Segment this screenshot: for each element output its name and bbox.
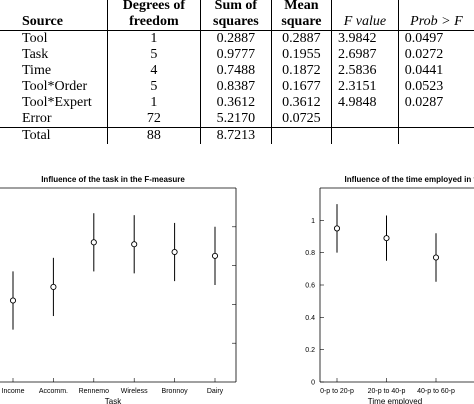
table-cell: 0.8387 bbox=[199, 79, 272, 95]
table-cell: 1 bbox=[106, 30, 201, 47]
chart-title: Influence of the time employed in the bbox=[345, 175, 474, 184]
header-degrees-of-freedom: Degrees of freedom bbox=[106, 0, 201, 31]
data-point bbox=[211, 252, 219, 259]
data-point bbox=[171, 248, 178, 256]
table-cell: Task bbox=[22, 47, 49, 62]
data-point bbox=[333, 225, 341, 232]
table-cell: 4 bbox=[106, 63, 201, 79]
header-f-value: F value bbox=[331, 0, 399, 31]
y-tick-label: 0.4 bbox=[305, 315, 315, 322]
table-cell: 0.0441 bbox=[397, 63, 474, 79]
x-tick-label: Rennemo bbox=[79, 388, 109, 395]
table-row-tool-expert: Tool*Expert 1 0.3612 0.3612 4.9848 0.0287 bbox=[0, 95, 474, 111]
table-row-error: Error 72 5.2170 0.0725 bbox=[0, 111, 474, 128]
table-cell: 2.5836 bbox=[331, 63, 399, 79]
table-cell bbox=[270, 127, 332, 144]
x-tick-label: 20-p to 40-p bbox=[368, 388, 406, 395]
x-axis-label: Task bbox=[105, 397, 122, 404]
table-row-time: Time 4 0.7488 0.1872 2.5836 0.0441 bbox=[0, 63, 474, 79]
table-cell: 5 bbox=[106, 79, 201, 95]
table-cell: 1 bbox=[106, 95, 201, 111]
table-cell: 0.0725 bbox=[270, 111, 332, 128]
table-cell: Error bbox=[22, 111, 52, 126]
y-tick-label: 0.6 bbox=[305, 283, 315, 290]
x-tick-label: Dairy bbox=[207, 388, 224, 395]
anova-table: Source Degrees of freedom Sum of squares M… bbox=[0, 0, 474, 144]
data-point bbox=[383, 235, 390, 242]
table-cell: 3.9842 bbox=[331, 30, 399, 47]
table-row-tool: Tool 1 0.2887 0.2887 3.9842 0.0497 bbox=[0, 30, 474, 47]
table-cell: 0.7488 bbox=[199, 63, 272, 79]
table-row-tool-order: Tool*Order 5 0.8387 0.1677 2.3151 0.0523 bbox=[0, 79, 474, 95]
data-point bbox=[432, 254, 440, 261]
data-point bbox=[9, 297, 17, 304]
header-prob-f: Prob > F bbox=[397, 0, 474, 31]
header-mean-square: Mean square bbox=[270, 0, 332, 31]
table-cell: Tool*Order bbox=[22, 79, 88, 94]
table-cell: 0.0523 bbox=[397, 79, 474, 95]
y-tick-label: 0 bbox=[311, 380, 315, 387]
x-tick-label: 40-p to 60-p bbox=[417, 388, 455, 395]
table-cell: 0.3612 bbox=[270, 95, 332, 111]
table-cell: 0.1955 bbox=[270, 47, 332, 63]
table-cell: 72 bbox=[106, 111, 201, 128]
table-row-task: Task 5 0.9777 0.1955 2.6987 0.0272 bbox=[0, 47, 474, 63]
table-cell bbox=[397, 111, 474, 128]
x-tick-label: Bronnoy bbox=[162, 388, 189, 395]
table-cell: 0.9777 bbox=[199, 47, 272, 63]
table-cell: 0.0272 bbox=[397, 47, 474, 63]
table-cell: 4.9848 bbox=[331, 95, 399, 111]
x-tick-label: Wireless bbox=[121, 388, 148, 395]
y-tick-label: 0.8 bbox=[305, 250, 315, 257]
table-cell bbox=[331, 127, 399, 144]
table-cell bbox=[331, 111, 399, 128]
table-cell: Total bbox=[0, 127, 108, 144]
table-cell: 0.1677 bbox=[270, 79, 332, 95]
x-tick-label: 0-p to 20-p bbox=[320, 388, 354, 395]
y-tick-label: 1 bbox=[311, 218, 315, 225]
table-cell: 2.6987 bbox=[331, 47, 399, 63]
table-cell: 0.1872 bbox=[270, 63, 332, 79]
chart-title: Influence of the task in the F-measure bbox=[41, 175, 185, 184]
table-cell: 0.2887 bbox=[199, 30, 272, 47]
table-cell: Time bbox=[22, 63, 52, 78]
data-point bbox=[90, 239, 97, 246]
table-cell: 2.3151 bbox=[331, 79, 399, 95]
table-cell: 0.0287 bbox=[397, 95, 474, 111]
table-cell bbox=[397, 127, 474, 144]
table-row-total: Total 88 8.7213 bbox=[0, 127, 474, 144]
data-point bbox=[50, 283, 57, 290]
x-axis-label: Time employed bbox=[368, 397, 422, 404]
table-cell: 0.2887 bbox=[270, 30, 332, 47]
header-source: Source bbox=[0, 0, 108, 31]
x-tick-label: Accomm. bbox=[39, 388, 68, 395]
table-cell: 88 bbox=[106, 127, 201, 144]
table-cell: 0.0497 bbox=[397, 30, 474, 47]
table-cell: 8.7213 bbox=[199, 127, 272, 144]
x-tick-label: Income bbox=[2, 388, 25, 395]
table-cell: 5.2170 bbox=[199, 111, 272, 128]
table-cell: 0.3612 bbox=[199, 95, 272, 111]
data-point bbox=[131, 241, 138, 248]
header-sum-of-squares: Sum of squares bbox=[199, 0, 272, 31]
table-cell: Tool*Expert bbox=[22, 95, 92, 110]
table-cell: 5 bbox=[106, 47, 201, 63]
y-tick-label: 0.2 bbox=[305, 347, 315, 354]
table-cell: Tool bbox=[22, 31, 48, 46]
table-header-row: Source Degrees of freedom Sum of squares M… bbox=[0, 0, 474, 31]
